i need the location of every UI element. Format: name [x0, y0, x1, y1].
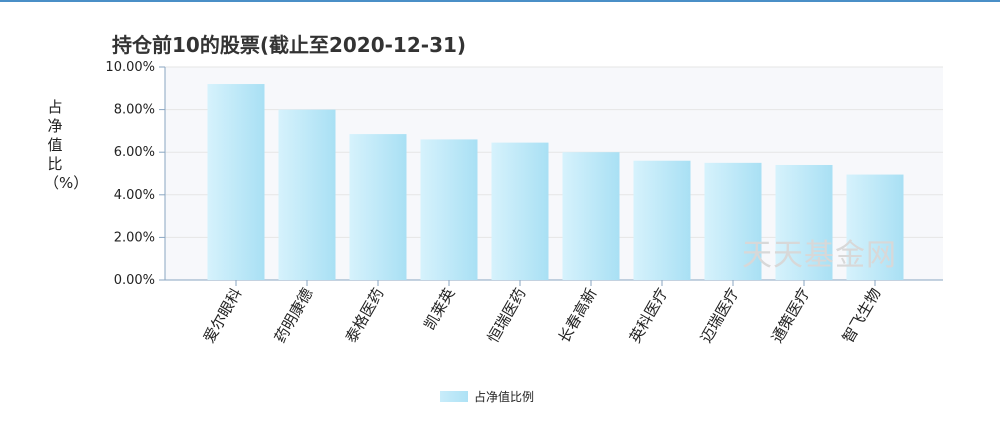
- legend-swatch: [440, 391, 468, 402]
- bar: [491, 142, 549, 280]
- bar: [562, 152, 620, 280]
- x-tick-label: 爱尔眼科: [200, 285, 246, 346]
- y-tick-label: 2.00%: [114, 230, 155, 245]
- legend[interactable]: 占净值比例: [440, 388, 534, 405]
- bar: [704, 162, 762, 280]
- chart-title: 持仓前10的股票(截止至2020-12-31): [112, 33, 467, 57]
- bar: [420, 139, 478, 280]
- x-tick-label: 凯莱英: [420, 285, 458, 333]
- x-tick-label: 泰格医药: [342, 285, 388, 346]
- y-tick-label: 10.00%: [105, 60, 155, 75]
- x-tick-label: 恒瑞医药: [484, 285, 530, 346]
- x-tick-label: 英科医疗: [626, 285, 672, 346]
- watermark: 天天基金网: [742, 238, 897, 273]
- y-tick-label: 8.00%: [114, 103, 155, 118]
- bar: [846, 174, 904, 280]
- legend-label: 占净值比例: [474, 390, 535, 404]
- y-tick-label: 0.00%: [114, 273, 155, 288]
- bar: [349, 134, 407, 280]
- x-tick-label: 智飞生物: [839, 285, 885, 346]
- x-tick-label: 长春高新: [555, 285, 601, 346]
- bar: [278, 109, 336, 280]
- x-tick-label: 通策医疗: [768, 285, 814, 346]
- x-tick-label: 迈瑞医疗: [697, 285, 743, 346]
- bar: [775, 164, 833, 280]
- x-tick-label: 药明康德: [271, 285, 317, 346]
- top-border: [0, 0, 1000, 2]
- y-tick-label: 6.00%: [114, 145, 155, 160]
- bar: [207, 84, 265, 280]
- y-tick-label: 4.00%: [114, 188, 155, 203]
- bar: [633, 160, 691, 280]
